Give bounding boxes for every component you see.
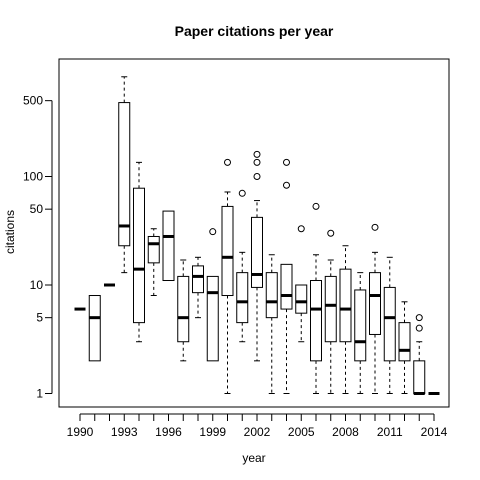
box-iqr	[280, 263, 293, 310]
box-2011	[383, 256, 396, 394]
plot-frame	[58, 58, 450, 408]
outlier-point	[224, 158, 231, 166]
boxes-group	[74, 76, 440, 395]
box-2000	[221, 158, 234, 394]
box-2006	[310, 202, 322, 394]
box-2010	[369, 223, 381, 394]
box-iqr	[162, 210, 175, 282]
chart-title: Paper citations per year	[175, 23, 334, 39]
box-iqr	[133, 187, 145, 324]
outlier-point	[283, 181, 290, 189]
box-iqr	[206, 275, 219, 362]
box-2001	[236, 189, 249, 343]
box-iqr	[88, 295, 101, 362]
outlier-point	[327, 229, 335, 237]
y-axis: 1 5 10 50 100 500	[23, 94, 53, 401]
box-iqr	[324, 275, 337, 343]
box-2013	[413, 314, 426, 395]
y-tick-label: 500	[23, 94, 43, 108]
box-iqr	[147, 235, 160, 264]
x-tick-label: 1990	[67, 425, 94, 439]
y-tick-label: 50	[30, 202, 44, 216]
box-iqr	[118, 102, 131, 247]
outlier-point	[209, 228, 217, 236]
outlier-point	[371, 223, 379, 231]
y-axis-label: citations	[3, 210, 17, 254]
box-iqr	[236, 272, 249, 324]
outlier-point	[238, 189, 246, 197]
y-tick-label: 1	[36, 387, 43, 401]
x-tick-label: 1993	[111, 425, 138, 439]
y-tick-label: 100	[23, 170, 43, 184]
x-axis: 1990 1993 1996 1999 2002 2005 2008 2011 2014	[67, 413, 448, 439]
box-1996	[162, 210, 175, 282]
x-axis-label: year	[242, 451, 265, 465]
box-2007	[324, 229, 337, 394]
outlier-point	[283, 158, 290, 166]
x-tick-label: 2005	[288, 425, 315, 439]
x-tick-label: 2011	[377, 425, 403, 439]
box-iqr	[369, 272, 381, 335]
box-iqr	[177, 275, 190, 343]
box-iqr	[192, 265, 204, 294]
box-2008	[339, 245, 352, 394]
box-2009	[354, 272, 367, 394]
box-iqr	[354, 289, 367, 362]
box-1999	[206, 228, 219, 362]
outlier-point	[253, 158, 261, 166]
box-2002	[251, 150, 263, 362]
box-iqr	[310, 280, 322, 362]
outlier-point	[415, 324, 423, 332]
outlier-point	[415, 314, 423, 322]
box-iqr	[413, 360, 426, 395]
box-1994	[133, 161, 145, 343]
x-tick-label: 2002	[244, 425, 271, 439]
outlier-point	[297, 225, 305, 233]
box-1993	[118, 76, 131, 274]
box-1995	[147, 228, 160, 297]
x-tick-label: 1999	[199, 425, 226, 439]
box-2005	[295, 225, 308, 343]
outlier-point	[253, 173, 261, 180]
box-1998	[192, 256, 204, 319]
outlier-point	[312, 202, 320, 210]
box-iqr	[221, 205, 234, 297]
box-iqr	[398, 322, 411, 362]
box-1997	[177, 259, 190, 362]
x-tick-label: 1996	[155, 425, 182, 439]
box-1991	[88, 295, 101, 362]
box-iqr	[339, 268, 352, 343]
y-tick-label: 10	[30, 278, 44, 292]
box-2003	[265, 254, 278, 394]
x-tick-label: 2008	[332, 425, 359, 439]
box-2012	[398, 301, 411, 394]
x-tick-label: 2014	[421, 425, 448, 439]
outlier-point	[253, 150, 261, 158]
box-iqr	[251, 216, 263, 288]
box-iqr	[383, 286, 396, 362]
y-tick-label: 5	[36, 311, 43, 325]
box-2004	[280, 158, 293, 394]
box-iqr	[295, 284, 308, 314]
box-iqr	[265, 272, 278, 319]
